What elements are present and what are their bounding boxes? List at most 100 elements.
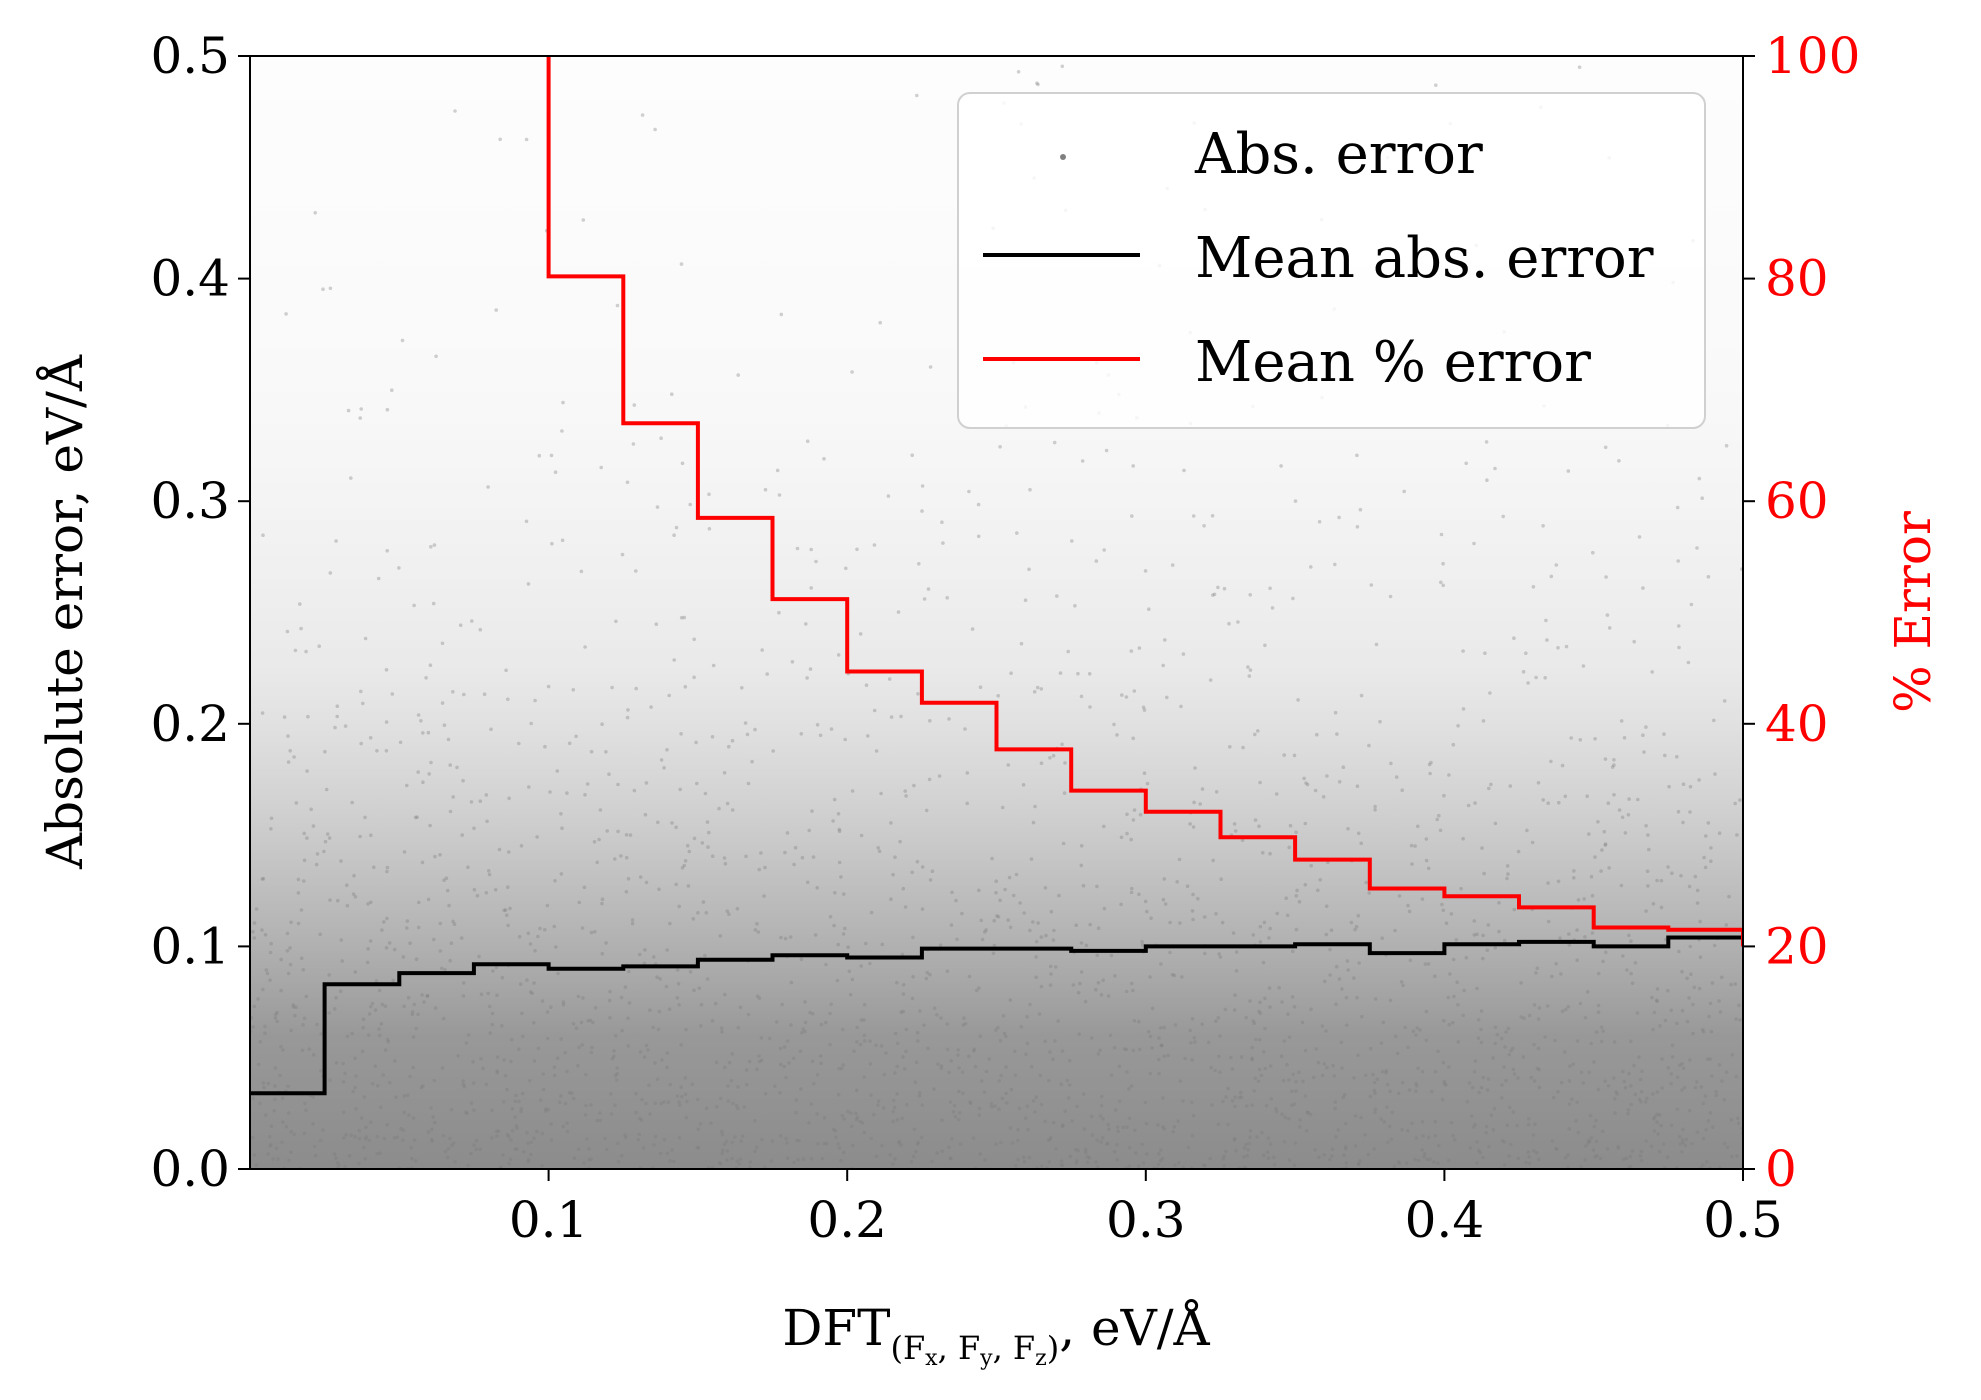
scatter-point <box>1487 786 1491 791</box>
scatter-point <box>874 1154 879 1159</box>
scatter-point <box>1447 1065 1451 1069</box>
scatter-point <box>1373 1110 1377 1115</box>
scatter-point <box>1115 1143 1119 1147</box>
scatter-point <box>1162 1127 1167 1131</box>
scatter-point <box>1733 982 1738 986</box>
scatter-point <box>598 1118 603 1123</box>
scatter-point <box>1415 1026 1419 1030</box>
scatter-point <box>1173 1163 1177 1167</box>
scatter-point <box>717 1161 722 1165</box>
scatter-point <box>760 1137 764 1142</box>
scatter-point <box>757 1059 762 1064</box>
scatter-point <box>799 957 804 962</box>
scatter-point <box>947 1145 951 1150</box>
scatter-point <box>500 1024 504 1028</box>
scatter-point <box>785 1156 790 1160</box>
scatter-point <box>321 287 325 292</box>
scatter-point <box>862 1039 867 1043</box>
scatter-point <box>1124 1047 1129 1052</box>
scatter-point <box>484 793 489 797</box>
scatter-point <box>1620 815 1625 820</box>
scatter-point <box>339 859 343 863</box>
scatter-point <box>1706 821 1711 825</box>
scatter-point <box>1537 1006 1542 1010</box>
scatter-point <box>1333 562 1337 567</box>
scatter-point <box>815 1112 819 1116</box>
scatter-point <box>1600 848 1604 852</box>
scatter-point <box>1261 851 1265 855</box>
scatter-point <box>517 1099 521 1104</box>
scatter-point <box>472 1108 476 1112</box>
scatter-point <box>1576 1130 1581 1135</box>
scatter-point <box>616 1141 620 1146</box>
scatter-point <box>304 1108 308 1113</box>
scatter-point <box>1680 1062 1684 1066</box>
scatter-point <box>1213 1068 1217 1073</box>
scatter-point <box>1713 772 1717 776</box>
scatter-point <box>513 1115 517 1119</box>
scatter-point <box>580 1043 585 1047</box>
scatter-point <box>496 1129 501 1133</box>
scatter-point <box>1022 911 1026 915</box>
scatter-point <box>1224 1095 1228 1099</box>
scatter-point <box>665 1065 669 1070</box>
scatter-point <box>532 1136 536 1140</box>
scatter-point <box>1416 824 1420 829</box>
scatter-point <box>1130 886 1134 891</box>
scatter-point <box>610 1056 615 1061</box>
scatter-point <box>1356 1161 1361 1166</box>
scatter-point <box>672 658 676 662</box>
scatter-point <box>334 996 338 1000</box>
scatter-point <box>1221 1099 1225 1104</box>
scatter-point <box>390 692 395 696</box>
scatter-point <box>1250 1057 1254 1062</box>
scatter-point <box>428 823 432 828</box>
scatter-point <box>1717 1063 1722 1067</box>
scatter-point <box>411 1035 416 1039</box>
scatter-point <box>1567 1127 1572 1131</box>
scatter-point <box>983 1158 987 1162</box>
scatter-point <box>704 911 709 915</box>
scatter-point <box>1168 920 1172 925</box>
scatter-point <box>1654 998 1659 1003</box>
scatter-point <box>904 1049 908 1054</box>
scatter-point <box>916 1140 921 1145</box>
scatter-point <box>677 1003 681 1007</box>
scatter-point <box>1388 594 1393 599</box>
scatter-point <box>445 888 450 893</box>
scatter-point <box>481 1066 485 1071</box>
scatter-point <box>1587 1070 1591 1075</box>
scatter-point <box>1468 1146 1472 1150</box>
x-axis: 0.1 0.2 0.3 0.4 0.5 <box>509 1169 1783 1249</box>
scatter-point <box>1410 1121 1414 1126</box>
scatter-point <box>1247 1141 1251 1146</box>
scatter-point <box>1222 1164 1226 1168</box>
scatter-point <box>317 644 322 648</box>
scatter-point <box>1268 586 1272 591</box>
scatter-point <box>1469 1114 1474 1118</box>
mean-pct-error-line <box>546 56 1743 947</box>
scatter-point <box>1359 1115 1363 1120</box>
scatter-point <box>805 880 810 885</box>
scatter-point <box>1308 1112 1313 1117</box>
scatter-point <box>431 1115 436 1119</box>
scatter-point <box>893 1157 897 1161</box>
scatter-point <box>574 1026 579 1030</box>
scatter-point <box>303 1101 307 1106</box>
scatter-point <box>1703 865 1708 870</box>
scatter-point <box>361 1025 366 1030</box>
scatter-point <box>1583 1015 1588 1020</box>
scatter-point <box>583 645 587 649</box>
scatter-point <box>1701 1101 1706 1106</box>
scatter-point <box>252 936 257 940</box>
scatter-point <box>783 850 787 855</box>
scatter-point <box>1258 1038 1262 1042</box>
scatter-point <box>862 1018 866 1022</box>
scatter-point <box>443 1149 448 1154</box>
scatter-point <box>1531 1133 1536 1137</box>
scatter-point <box>546 684 551 689</box>
scatter-point <box>1500 1083 1504 1087</box>
scatter-point <box>1292 1005 1297 1009</box>
scatter-point <box>803 1020 808 1025</box>
scatter-point <box>1048 1050 1052 1054</box>
